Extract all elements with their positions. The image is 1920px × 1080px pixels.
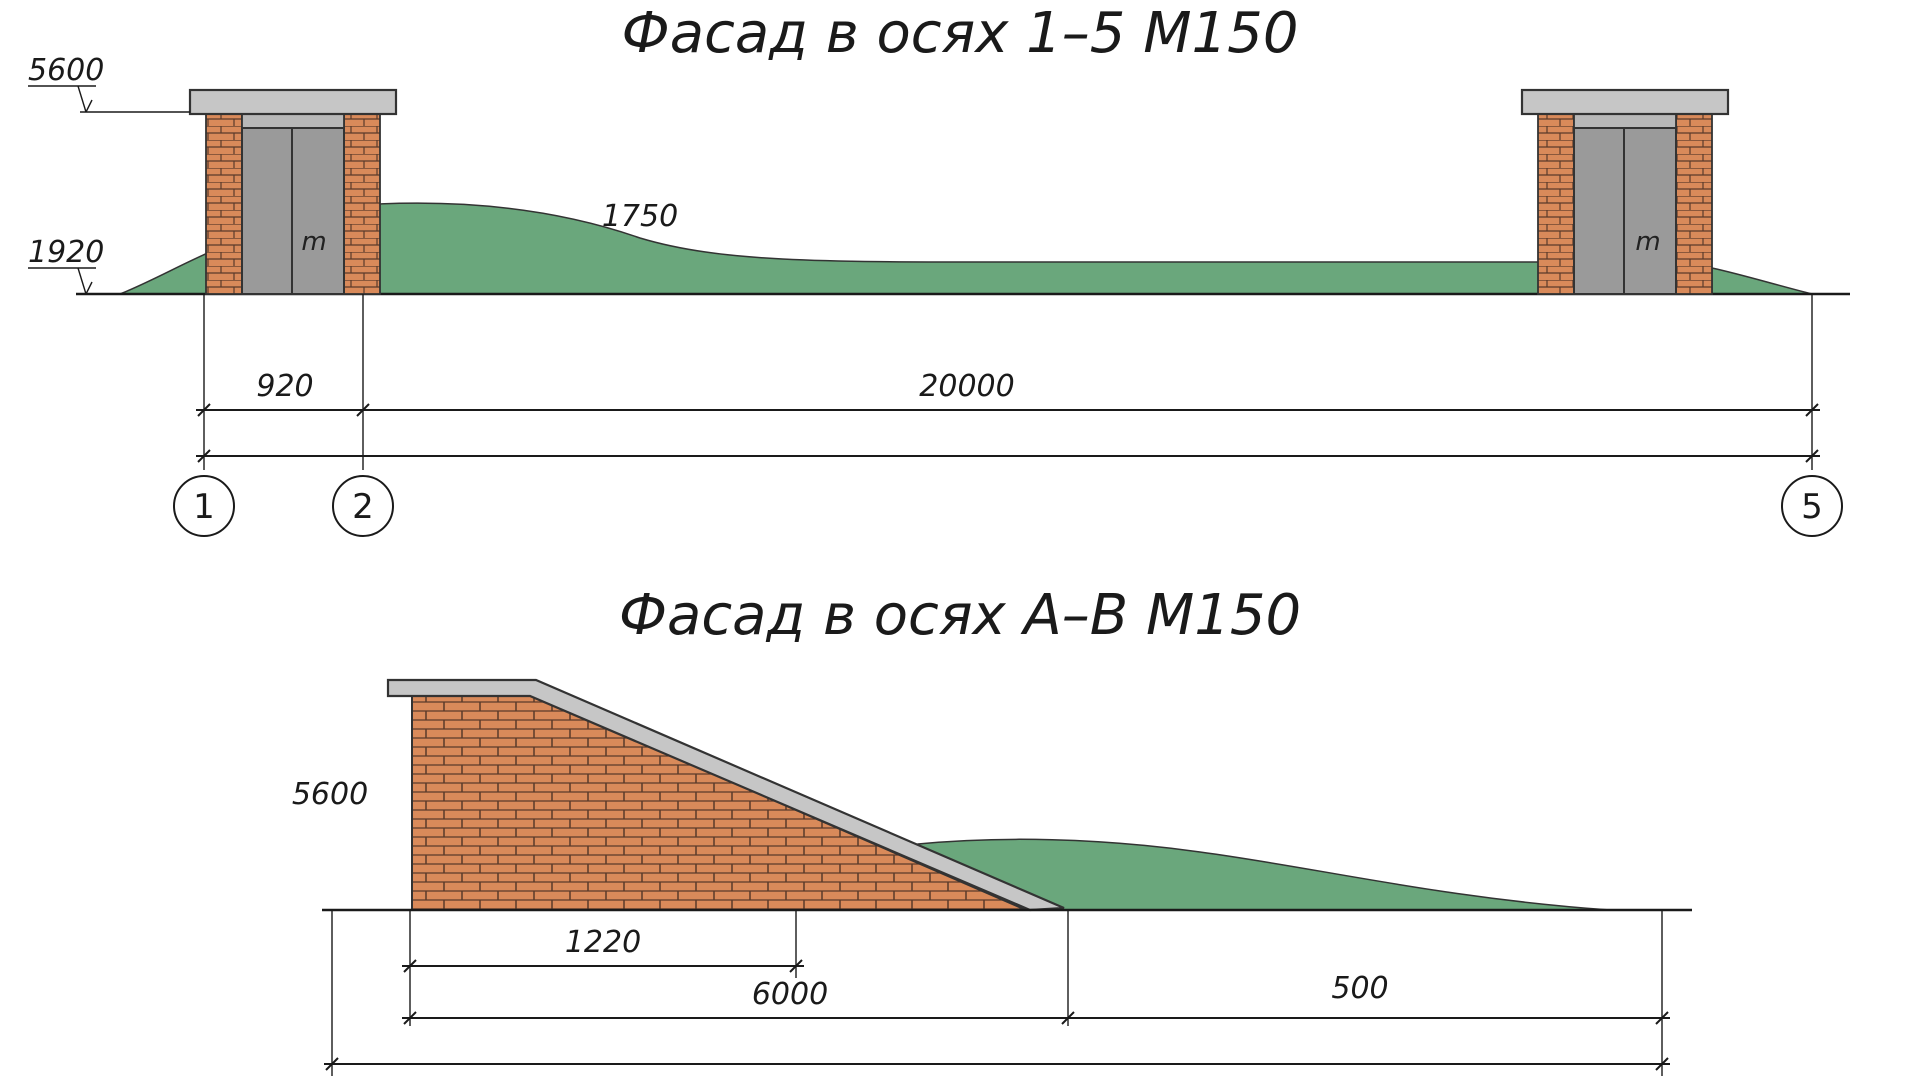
dim-1220-label: 1220 [565,925,641,960]
grass-mound-bottom [917,838,1611,911]
mound-height-label: 1750 [602,199,678,234]
portal-right: m [1520,88,1730,295]
lintel-right [1573,113,1677,129]
level-1920-label: 1920 [28,235,104,270]
axis-2-label: 2 [352,487,374,527]
lintel-left [241,113,345,129]
height-5600-label: 5600 [292,777,368,812]
grass-mound-main [377,202,1541,295]
facade-1-5-title: Фасад в осях 1–5 М150 [622,1,1299,66]
axis-5-label: 5 [1801,487,1823,527]
facade-a-b: Фасад в осях А–В М150 5600 1220 6000 500 [292,583,1692,1076]
dim-500-label: 500 [1331,971,1388,1006]
door-right-mark: m [1635,227,1660,257]
brick-pier-left-a [205,113,243,295]
dimension-chain-top: 920 20000 [196,294,1820,470]
level-mark-5600: 5600 [28,53,190,113]
facade-a-b-title: Фасад в осях А–В М150 [619,583,1301,648]
brick-pier-right-a [1537,113,1575,295]
dim-20000-label: 20000 [919,369,1014,404]
axis-bubble-5: 5 [1781,475,1843,537]
portal-left: m [188,88,398,295]
brick-wedge [411,695,1027,911]
door-left-mark: m [301,227,326,257]
grass-mound-left [119,250,211,295]
level-5600-label: 5600 [28,53,104,88]
axis-bubble-1: 1 [173,475,235,537]
dim-920-label: 920 [256,369,313,404]
brick-pier-right-b [1675,113,1713,295]
dimension-chain-bottom: 1220 6000 500 [324,910,1670,1076]
brick-pier-left-b [343,113,381,295]
roof-slab-left [188,88,398,116]
facade-1-5: Фасад в осях 1–5 М150 m m [28,1,1850,537]
axis-bubble-2: 2 [332,475,394,537]
grass-mound-right [1711,267,1813,295]
level-mark-1920: 1920 [28,235,104,295]
dim-6000-label: 6000 [752,977,828,1012]
roof-slab-right [1520,88,1730,116]
axis-1-label: 1 [193,487,215,527]
